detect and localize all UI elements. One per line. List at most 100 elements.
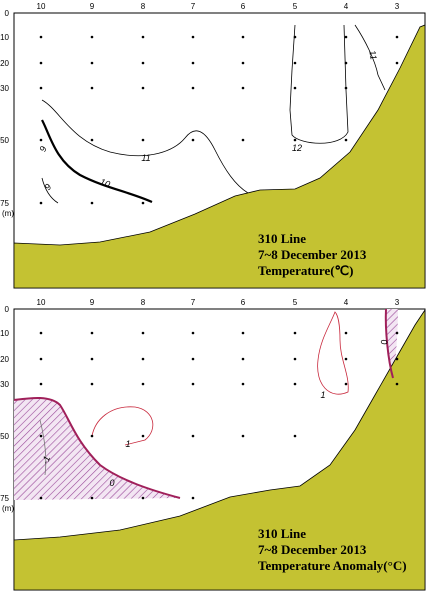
depth-label: 0	[5, 305, 10, 314]
contours	[41, 24, 386, 204]
depth-label: 0	[5, 9, 10, 18]
station-dot	[90, 331, 94, 335]
station-label: 9	[90, 2, 95, 11]
contour-label: 0	[109, 478, 114, 488]
contour-label: 10	[99, 177, 112, 190]
seabed	[13, 24, 426, 289]
contour-label: 12	[292, 143, 302, 153]
depth-label: 75	[0, 494, 9, 503]
station-label: 7	[191, 2, 196, 11]
station-dot	[141, 434, 145, 438]
panel-title: Temperature(℃)	[258, 263, 353, 278]
station-dot	[344, 382, 348, 386]
depth-label: 10	[0, 33, 9, 42]
station-dot	[344, 138, 348, 142]
station-dot	[39, 496, 43, 500]
station-dot	[90, 357, 94, 361]
station-dot	[191, 434, 195, 438]
station-dot	[241, 86, 245, 90]
station-dot	[241, 382, 245, 386]
station-dot	[241, 434, 245, 438]
seabed	[13, 308, 426, 591]
depth-label: 75	[0, 199, 9, 208]
contour-label: 1	[125, 439, 130, 449]
station-dot	[90, 61, 94, 65]
depth-label: 50	[0, 432, 9, 441]
station-dot	[344, 86, 348, 90]
station-dot	[191, 86, 195, 90]
station-dot	[39, 35, 43, 39]
contour-label: 9	[37, 145, 48, 153]
station-dot	[395, 382, 399, 386]
depth-label: 20	[0, 59, 9, 68]
station-dot	[344, 35, 348, 39]
station-dot	[39, 357, 43, 361]
depth-label: 30	[0, 84, 9, 93]
station-label: 7	[191, 298, 196, 307]
station-dot	[293, 357, 297, 361]
station-dot	[39, 138, 43, 142]
station-dot	[241, 357, 245, 361]
station-label: 6	[241, 298, 246, 307]
station-label: 8	[141, 298, 146, 307]
contour-label: 11	[367, 50, 378, 61]
station-dot	[395, 331, 399, 335]
station-label: 9	[90, 298, 95, 307]
station-dot	[141, 496, 145, 500]
station-dot	[344, 357, 348, 361]
station-dot	[90, 382, 94, 386]
station-dot	[191, 331, 195, 335]
station-label: 4	[344, 298, 349, 307]
station-dot	[241, 331, 245, 335]
station-dot	[293, 138, 297, 142]
station-dot	[191, 138, 195, 142]
contour-label: 11	[141, 153, 150, 163]
station-dot	[191, 35, 195, 39]
station-dot	[395, 357, 399, 361]
station-dot	[293, 61, 297, 65]
station-dot	[293, 331, 297, 335]
station-dot	[191, 496, 195, 500]
station-dot	[293, 382, 297, 386]
station-dot	[191, 61, 195, 65]
depth-label: 50	[0, 136, 9, 145]
station-dot	[191, 357, 195, 361]
station-dot	[90, 138, 94, 142]
station-dot	[241, 35, 245, 39]
station-dot	[39, 331, 43, 335]
contour-label: 0	[379, 339, 390, 346]
depth-unit: (m)	[2, 504, 14, 513]
station-dot	[141, 86, 145, 90]
station-dot	[141, 357, 145, 361]
station-dot	[39, 434, 43, 438]
station-label: 6	[241, 2, 246, 11]
station-label: 10	[37, 2, 46, 11]
station-dot	[141, 35, 145, 39]
station-dot	[141, 382, 145, 386]
panel-title: 310 Line	[258, 231, 306, 246]
station-label: 4	[344, 2, 349, 11]
depth-label: 10	[0, 329, 9, 338]
panel-title: 310 Line	[258, 526, 306, 541]
station-dot	[395, 61, 399, 65]
contour-label: -1	[40, 455, 52, 466]
station-dot	[141, 138, 145, 142]
station-dot	[141, 201, 145, 205]
station-dot	[344, 61, 348, 65]
contour-label: 1	[320, 390, 325, 400]
station-label: 5	[293, 2, 298, 11]
depth-label: 30	[0, 380, 9, 389]
station-dot	[241, 138, 245, 142]
station-dot	[293, 86, 297, 90]
station-dot	[395, 35, 399, 39]
station-dot	[39, 86, 43, 90]
station-label: 5	[293, 298, 298, 307]
depth-unit: (m)	[2, 209, 14, 218]
station-dot	[191, 382, 195, 386]
station-dot	[39, 61, 43, 65]
station-dot	[90, 35, 94, 39]
station-dot	[39, 382, 43, 386]
station-dot	[39, 201, 43, 205]
